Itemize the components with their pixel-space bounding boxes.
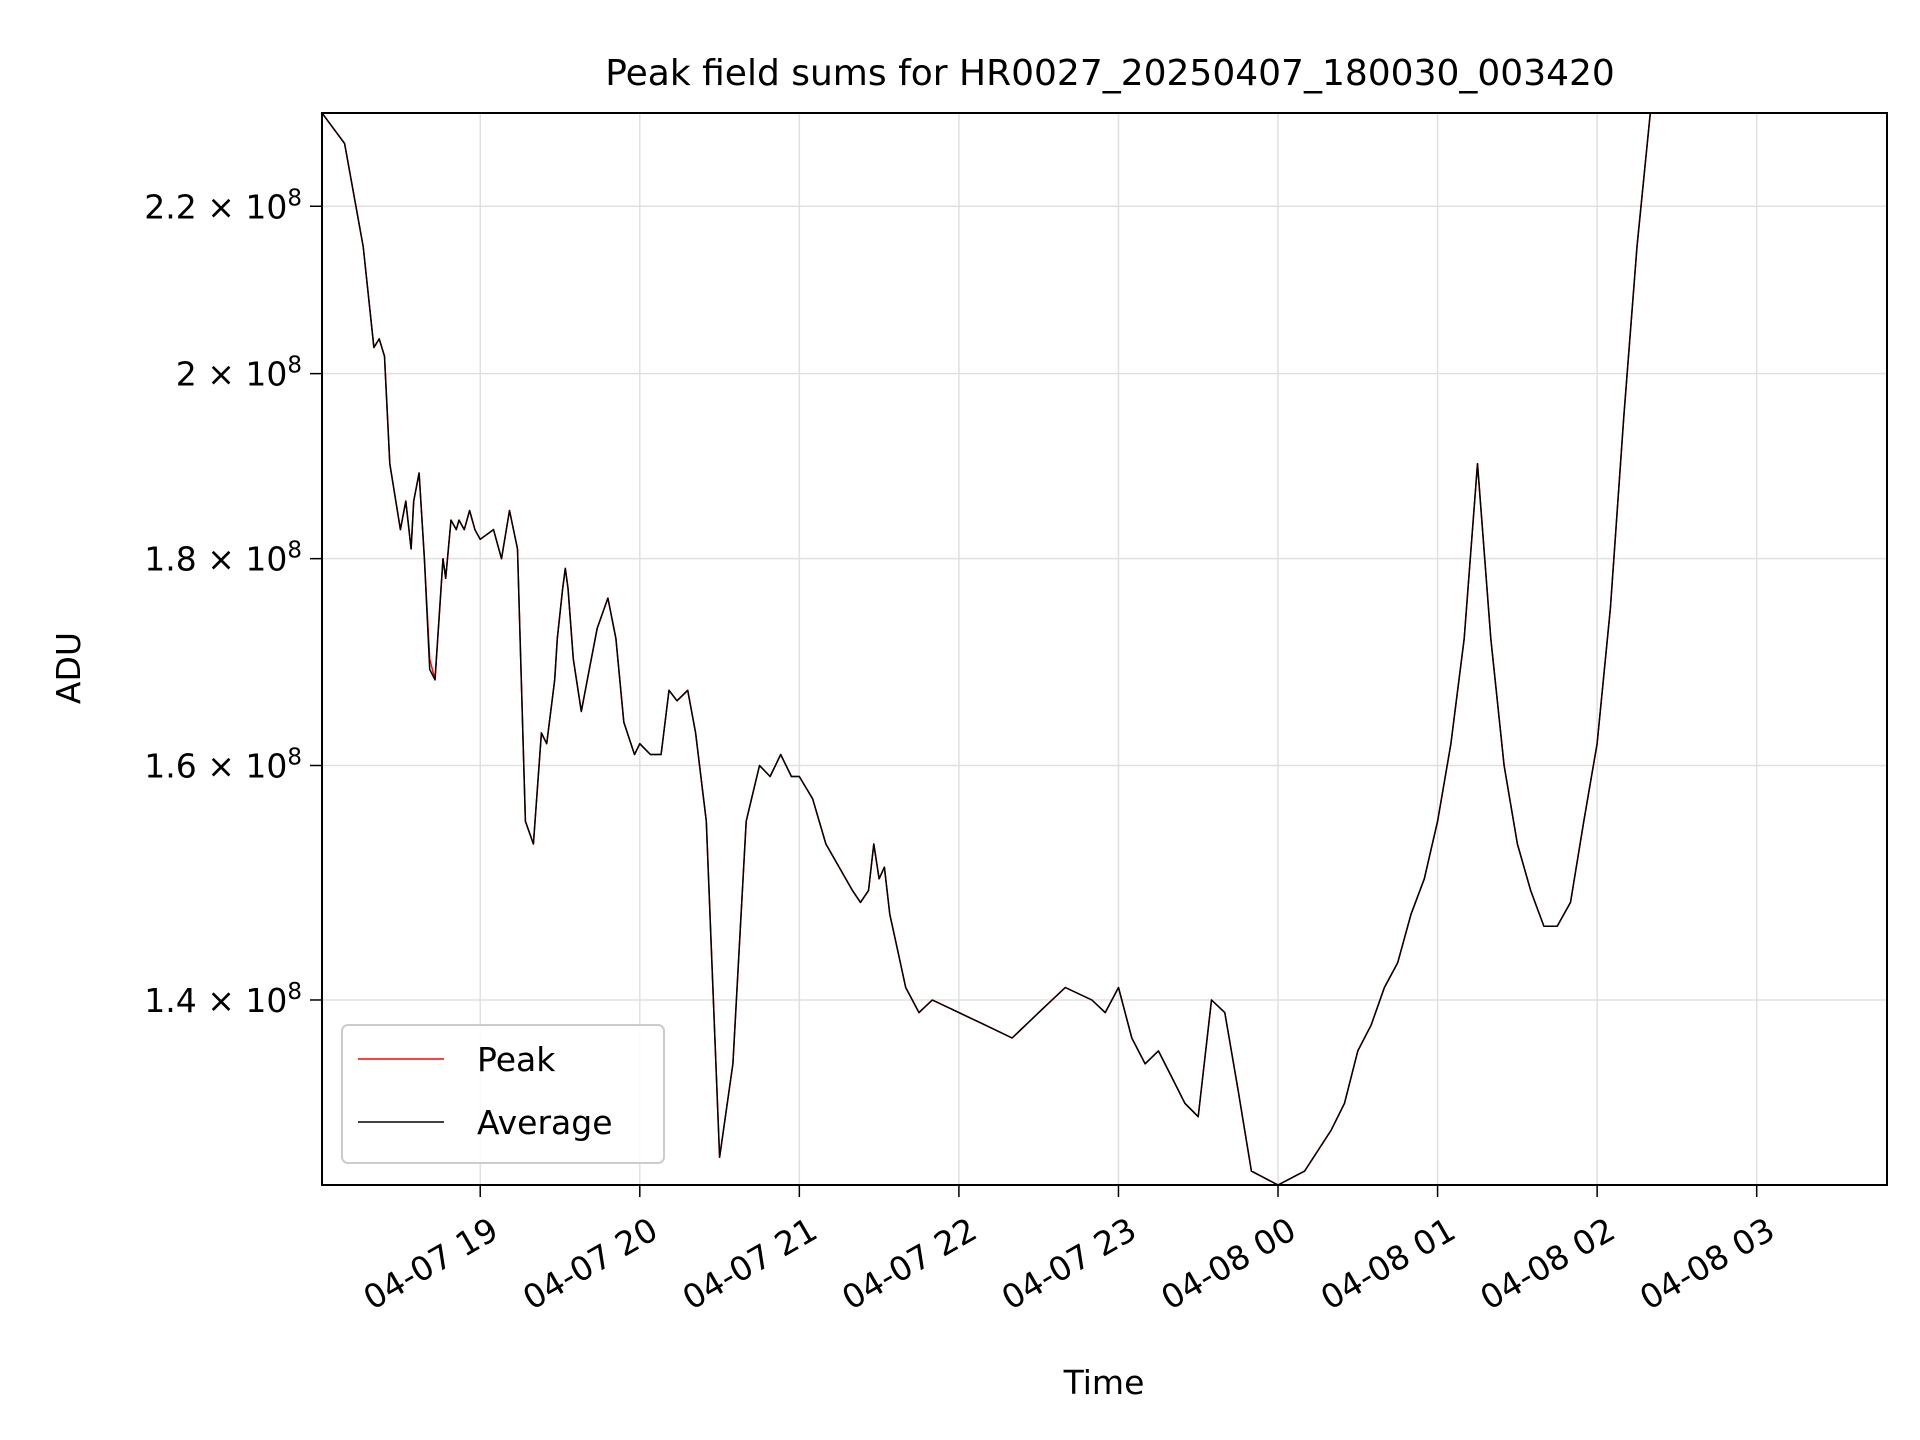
- y-tick-label: 2.2 × 108: [144, 185, 302, 226]
- y-axis-label: ADU: [49, 632, 88, 704]
- y-tick-label: 1.8 × 108: [144, 538, 302, 579]
- legend-average-label: Average: [477, 1103, 613, 1142]
- legend-peak-label: Peak: [477, 1040, 556, 1079]
- legend: Peak Average: [342, 1025, 664, 1163]
- chart-title: Peak field sums for HR0027_20250407_1800…: [605, 53, 1615, 94]
- y-tick-label: 2 × 108: [176, 353, 302, 394]
- x-axis-label: Time: [1063, 1363, 1145, 1402]
- y-tick-label: 1.4 × 108: [144, 979, 302, 1020]
- y-tick-label: 1.6 × 108: [144, 744, 302, 785]
